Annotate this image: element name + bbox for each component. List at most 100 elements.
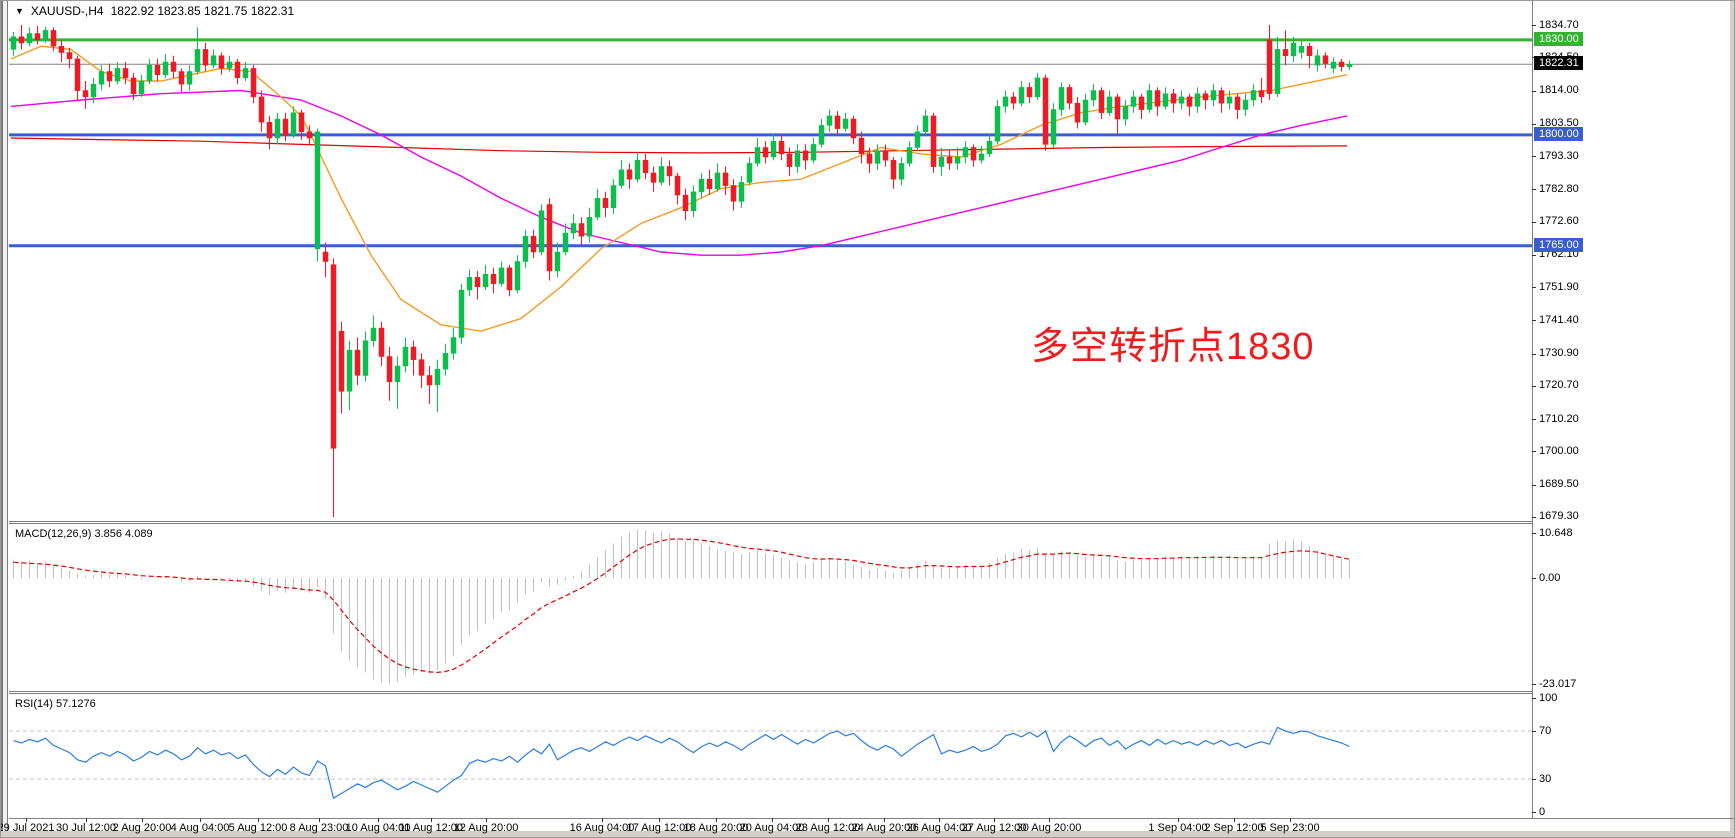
macd-axis-tick (1532, 533, 1536, 534)
main-price-pane[interactable] (9, 1, 1532, 522)
symbol-period-label: XAUUSD-,H4 (30, 4, 104, 18)
time-axis-label: 1 Sep 04:00 (1148, 822, 1208, 834)
candles-group (10, 25, 1353, 517)
time-axis-tick (1178, 818, 1179, 822)
time-axis-label: 23 Aug 12:00 (795, 822, 861, 834)
ma-orange-fast (10, 45, 1348, 332)
rsi-axis-label: 30 (1539, 772, 1552, 785)
window-bottom-edge (1, 831, 1734, 837)
rsi-canvas (9, 726, 1532, 800)
price-axis-tick (1532, 124, 1536, 125)
chart-title-bar: ▼ XAUUSD-,H4 1822.92 1823.85 1821.75 182… (15, 4, 294, 18)
pane-splitter-main-macd[interactable] (9, 521, 1532, 524)
price-axis-label: 1679.30 (1539, 510, 1579, 522)
price-axis-label: 1793.30 (1539, 150, 1579, 162)
symbol-dropdown-icon[interactable]: ▼ (15, 5, 24, 16)
time-axis-border (9, 818, 1734, 819)
price-axis-tick (1532, 354, 1536, 355)
time-axis-tick (772, 818, 773, 822)
macd-axis-label: 0.00 (1539, 571, 1561, 584)
time-axis-label: 16 Aug 04:00 (569, 822, 635, 834)
price-axis-tick (1532, 485, 1536, 486)
price-axis-tick (1532, 25, 1536, 26)
price-axis-tick (1532, 419, 1536, 420)
time-axis-label: 20 Aug 04:00 (739, 822, 805, 834)
price-axis-label: 1689.50 (1539, 478, 1579, 490)
rsi-axis-tick (1532, 698, 1536, 699)
macd-canvas (13, 529, 1350, 684)
price-axis-tick (1532, 386, 1536, 387)
price-axis-tick (1532, 156, 1536, 157)
time-axis-tick (1234, 818, 1235, 822)
time-axis-label: 30 Jul 12:00 (56, 822, 116, 834)
macd-axis-label: -23.017 (1539, 677, 1577, 690)
price-axis-tick (1532, 451, 1536, 452)
time-axis-label: 29 Jul 2021 (0, 822, 55, 834)
rsi-label: RSI(14) 57.1276 (15, 698, 96, 710)
price-axis-tick (1532, 517, 1536, 518)
time-axis-label: 18 Aug 20:00 (683, 822, 749, 834)
time-axis-tick (1049, 818, 1050, 822)
price-axis-label: 1741.40 (1539, 314, 1579, 326)
ma-magenta-mid (10, 89, 1348, 256)
rsi-indicator-pane[interactable] (9, 695, 1532, 818)
time-axis-label: 17 Aug 12:00 (626, 822, 692, 834)
macd-axis-tick (1532, 578, 1536, 579)
time-axis-label: 11 Aug 12:00 (398, 822, 464, 834)
time-axis-tick (378, 818, 379, 822)
time-axis-label: 30 Aug 20:00 (1016, 822, 1082, 834)
price-axis-tick (1532, 287, 1536, 288)
time-axis-tick (1290, 818, 1291, 822)
chart-annotation-text: 多空转折点1830 (1031, 326, 1315, 368)
price-axis-tick (1532, 255, 1536, 256)
ma-red-slow (10, 137, 1348, 154)
price-axis-label: 1834.70 (1539, 19, 1579, 31)
rsi-axis-tick (1532, 812, 1536, 813)
time-axis-tick (994, 818, 995, 822)
time-axis-tick (142, 818, 143, 822)
time-axis-label: 27 Aug 12:00 (961, 822, 1027, 834)
time-axis-label: 8 Aug 23:00 (289, 822, 349, 834)
price-line-tag: 1765.00 (1534, 238, 1583, 252)
time-axis-label: 12 Aug 20:00 (453, 822, 519, 834)
time-axis-tick (486, 818, 487, 822)
price-axis-label: 1803.50 (1539, 117, 1579, 129)
rsi-axis-tick (1532, 779, 1536, 780)
macd-signal-line (13, 538, 1350, 674)
price-axis-label: 1814.00 (1539, 84, 1579, 96)
price-axis-tick (1532, 320, 1536, 321)
price-axis-label: 1772.60 (1539, 215, 1579, 227)
rsi-axis-label: 70 (1539, 724, 1552, 737)
macd-indicator-pane[interactable] (9, 525, 1532, 692)
rsi-axis-tick (1532, 731, 1536, 732)
price-axis-label: 1751.90 (1539, 281, 1579, 293)
time-axis-label: 4 Aug 04:00 (170, 822, 230, 834)
time-axis-label: 10 Aug 04:00 (345, 822, 411, 834)
macd-axis-tick (1532, 684, 1536, 685)
window-left-edge (1, 1, 8, 837)
time-axis-tick (200, 818, 201, 822)
time-axis-label: 2 Aug 20:00 (112, 822, 172, 834)
time-axis-label: 5 Sep 23:00 (1260, 822, 1320, 834)
time-axis-tick (26, 818, 27, 822)
price-chart-canvas (9, 25, 1532, 517)
price-axis-label: 1710.20 (1539, 413, 1579, 425)
price-axis-label: 1720.70 (1539, 379, 1579, 391)
price-line-tag: 1830.00 (1534, 32, 1583, 46)
time-axis-label: 2 Sep 12:00 (1204, 822, 1264, 834)
time-axis-tick (86, 818, 87, 822)
price-axis-tick (1532, 222, 1536, 223)
macd-histogram (13, 529, 1350, 684)
pane-splitter-macd-rsi[interactable] (9, 691, 1532, 694)
time-axis-tick (939, 818, 940, 822)
time-axis-tick (884, 818, 885, 822)
ohlc-readout: 1822.92 1823.85 1821.75 1822.31 (110, 4, 295, 18)
price-axis-label: 1782.80 (1539, 183, 1579, 195)
price-axis-border (1532, 1, 1533, 819)
time-axis-tick (602, 818, 603, 822)
window-right-edge (1730, 1, 1734, 837)
price-axis-label: 1730.90 (1539, 347, 1579, 359)
rsi-axis-label: 0 (1539, 805, 1546, 818)
macd-label: MACD(12,26,9) 3.856 4.089 (15, 528, 153, 540)
